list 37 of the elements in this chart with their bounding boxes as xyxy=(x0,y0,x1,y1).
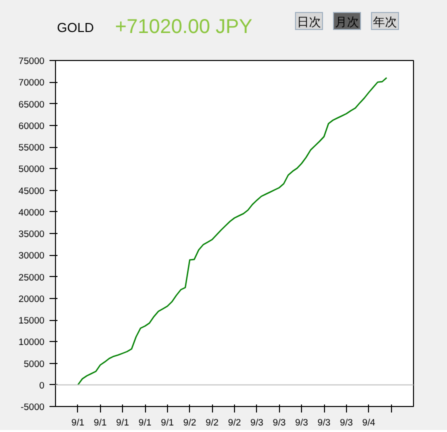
y-tick-label: 60000 xyxy=(18,120,45,131)
x-tick-label: 9/1 xyxy=(160,418,174,428)
x-tick-label: 9/1 xyxy=(116,418,130,428)
x-tick-label: 9/2 xyxy=(228,418,241,428)
y-tick-label: 75000 xyxy=(18,56,45,66)
y-tick-label: 5000 xyxy=(24,358,45,369)
text: 日次 xyxy=(297,14,321,32)
x-tick-label: 9/1 xyxy=(138,418,152,428)
x-tick-label: 9/3 xyxy=(340,418,353,428)
line-series xyxy=(77,77,388,386)
y-tick-label: 50000 xyxy=(18,164,45,174)
x-tick-label: 9/4 xyxy=(362,418,376,428)
y-tick-label: 30000 xyxy=(18,250,45,261)
x-tick-label: 9/1 xyxy=(94,418,107,428)
chart-title: GOLD xyxy=(57,19,94,37)
y-tick-label: 35000 xyxy=(18,229,45,239)
y-tick-label: 25000 xyxy=(18,272,45,282)
y-tick-label: 10000 xyxy=(18,337,45,348)
y-tick-label: 20000 xyxy=(18,294,45,304)
x-tick-label: 9/3 xyxy=(295,418,308,428)
y-tick-label: 70000 xyxy=(18,78,45,88)
y-tick-label: 15000 xyxy=(18,316,45,326)
x-tick-label: 9/3 xyxy=(272,418,286,428)
text: 月次 xyxy=(335,14,359,32)
x-tick-label: 9/1 xyxy=(71,418,84,428)
y-tick-label: 55000 xyxy=(18,142,45,152)
x-tick-label: 9/2 xyxy=(183,418,196,428)
y-tick-label: 65000 xyxy=(18,99,45,110)
y-tick-label: -5000 xyxy=(20,402,44,412)
x-tick-label: 9/3 xyxy=(318,418,330,428)
y-tick-label: 45000 xyxy=(18,186,45,196)
y-tick-label: 40000 xyxy=(18,207,45,218)
x-tick-label: 9/3 xyxy=(250,418,264,428)
y-tick-label: 0 xyxy=(39,380,45,390)
x-tick-label: 9/2 xyxy=(206,418,219,428)
chart-subtitle: +71020.00 JPY xyxy=(115,15,252,40)
text: 年次 xyxy=(373,14,397,32)
